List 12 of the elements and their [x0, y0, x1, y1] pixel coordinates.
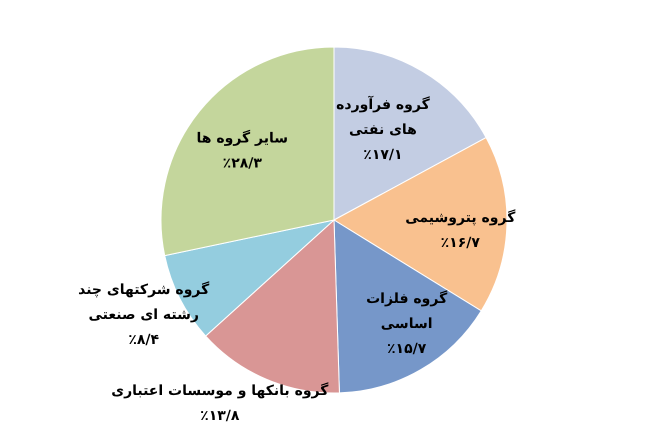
slice-label: گروه پتروشیمی [405, 208, 516, 226]
slice-label: گروه شرکتهای چند رشته ای صنعتی [78, 281, 210, 324]
data-label: ٪۱۷/۱ [363, 147, 403, 164]
data-label: ٪۸/۴ [128, 332, 160, 348]
data-label: ٪۱۳/۸ [200, 408, 240, 424]
slice-label: گروه بانکها و موسسات اعتباری [111, 382, 330, 399]
slice-label: گروه فرآورده های نفتی [336, 95, 431, 138]
data-label: ٪۱۵/۷ [387, 340, 427, 357]
slice-label: سایر گروه ها [196, 129, 288, 146]
data-label: ٪۲۸/۳ [222, 155, 262, 172]
data-label: ٪۱۶/۷ [440, 234, 480, 251]
slice-label: گروه فلزات اساسی [366, 290, 448, 332]
